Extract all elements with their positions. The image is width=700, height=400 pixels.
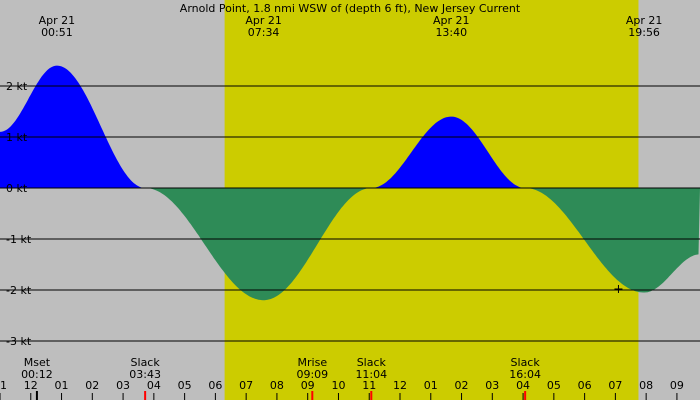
x-tick-label: 01 [424,379,438,392]
x-tick-label: 11 [362,379,376,392]
x-tick-label: 04 [147,379,161,392]
current-time-marker [614,284,623,293]
x-tick-label: 05 [178,379,192,392]
top-label-time: 00:51 [41,26,73,39]
x-tick-label: 09 [670,379,684,392]
event-time: 16:04 [509,368,541,381]
horizontal-gridlines [0,85,700,342]
flood-current-area [0,65,700,188]
x-tick-label: 03 [485,379,499,392]
x-tick-label: 07 [239,379,253,392]
x-tick-label: 06 [208,379,222,392]
current-areas [0,65,700,301]
x-tick-label: 08 [639,379,653,392]
event-name: Mrise [298,356,328,369]
y-tick-label: 2 kt [6,80,28,93]
x-tick-label: 09 [301,379,315,392]
event-name: Slack [131,356,161,369]
y-tick-label: -2 kt [6,284,32,297]
event-name: Slack [511,356,541,369]
x-tick-label: 05 [547,379,561,392]
y-axis-labels: 2 kt 1 kt 0 kt -1 kt -2 kt -3 kt [6,80,32,348]
top-label-time: 19:56 [628,26,660,39]
ebb-current-area [0,188,700,301]
top-label-time: 07:34 [248,26,280,39]
y-tick-label: -3 kt [6,335,32,348]
x-tick-label: 02 [455,379,469,392]
x-tick-label: 12 [24,379,38,392]
x-axis-hour-labels: 11 12 01 02 03 04 05 06 07 08 09 10 11 12 01 02 03 04 05 06… [0,379,684,400]
event-time: 09:09 [296,368,328,381]
event-name: Mset [24,356,51,369]
y-tick-label: 0 kt [6,182,28,195]
x-tick-label: 02 [85,379,99,392]
top-label-date: Apr 21 [626,14,663,27]
top-label-date: Apr 21 [245,14,282,27]
x-tick-label: 12 [393,379,407,392]
top-label-date: Apr 21 [39,14,76,27]
x-tick-label: 06 [578,379,592,392]
top-label-date: Apr 21 [433,14,470,27]
x-tick-label: 11 [0,379,7,392]
x-tick-label: 10 [331,379,345,392]
event-time: 00:12 [21,368,53,381]
event-labels: Mset00:12Slack03:43Mrise09:09Slack11:04S… [21,356,541,400]
y-tick-label: 1 kt [6,131,28,144]
x-tick-label: 03 [116,379,130,392]
event-time: 03:43 [129,368,161,381]
top-label-time: 13:40 [435,26,467,39]
event-name: Slack [357,356,387,369]
x-tick-label: 01 [55,379,69,392]
x-tick-label: 08 [270,379,284,392]
y-tick-label: -1 kt [6,233,32,246]
event-time: 11:04 [355,368,387,381]
chart-title: Arnold Point, 1.8 nmi WSW of (depth 6 ft… [180,2,521,15]
x-tick-label: 04 [516,379,530,392]
x-tick-label: 07 [608,379,622,392]
